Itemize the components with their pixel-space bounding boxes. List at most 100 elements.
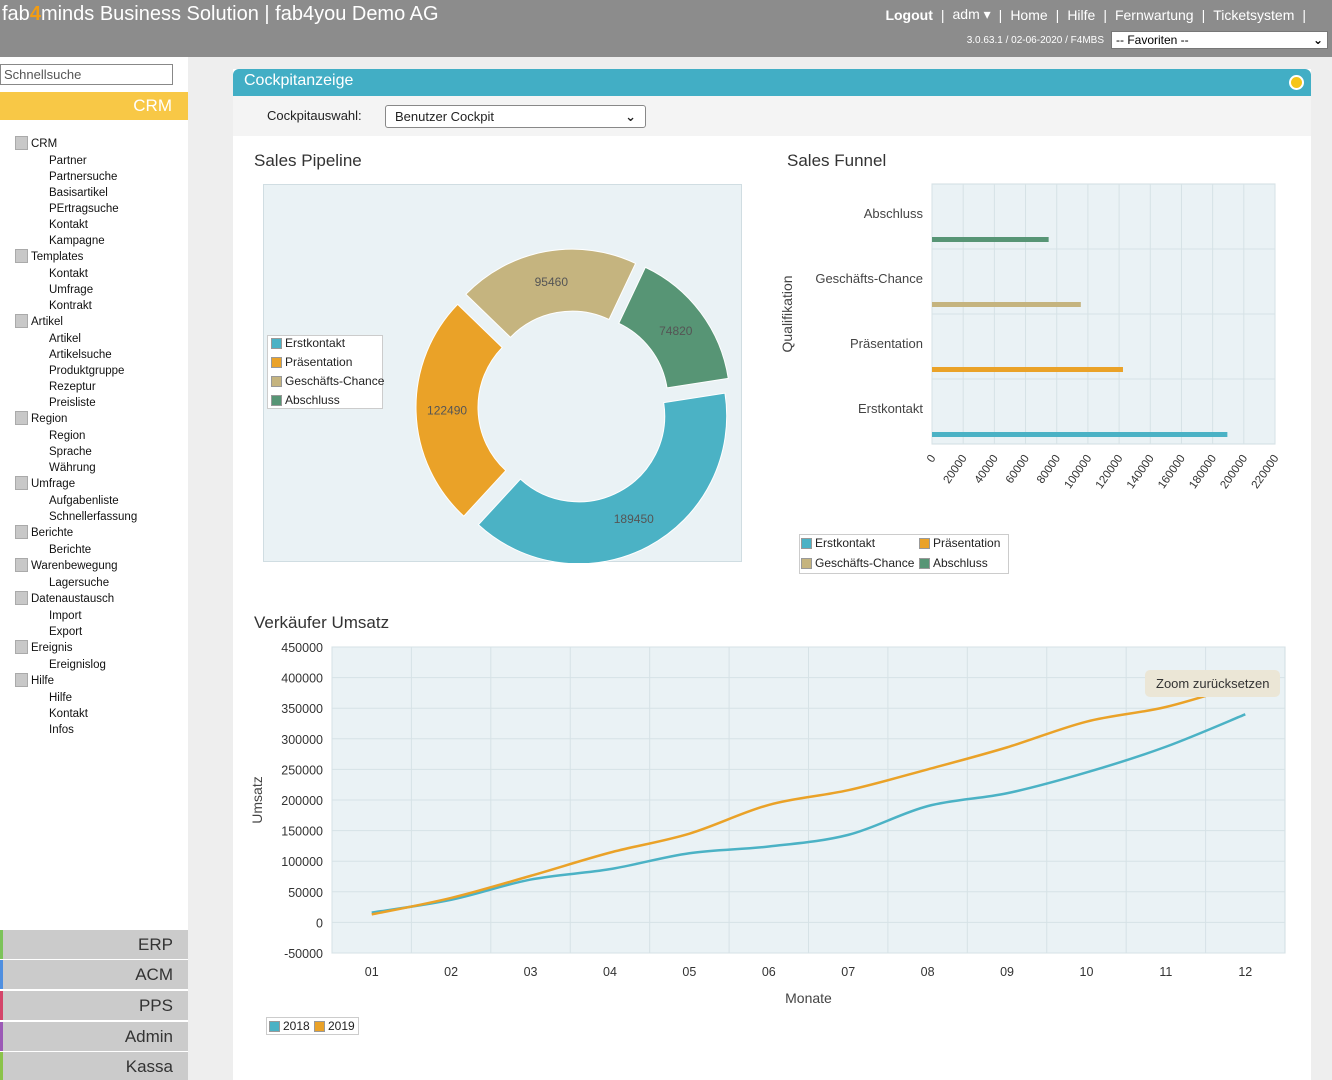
module-kassa[interactable]: Kassa xyxy=(0,1052,188,1080)
cockpit-select[interactable]: Benutzer Cockpit ⌄ xyxy=(385,105,646,128)
tree-item-kampagne[interactable]: Kampagne xyxy=(49,235,105,247)
tree-item-schnellerfassung[interactable]: Schnellerfassung xyxy=(49,511,138,523)
funnel-bar-gesch-fts-chance[interactable] xyxy=(932,302,1081,307)
sales-pipeline-chart: 189450 122490 95460 74820 xyxy=(263,184,742,563)
tree-item-kontrakt[interactable]: Kontrakt xyxy=(49,300,92,312)
funnel-bar-abschluss[interactable] xyxy=(932,237,1049,242)
user-menu[interactable]: adm ▾ xyxy=(952,6,991,22)
revenue-line-2019[interactable] xyxy=(371,682,1246,916)
revenue-y-tick: 200000 xyxy=(281,794,323,808)
legend-item-erstkontakt[interactable]: Erstkontakt xyxy=(801,536,875,550)
logout-link[interactable]: Logout xyxy=(885,6,933,23)
funnel-category-label: Erstkontakt xyxy=(858,401,923,416)
tree-item-hilfe[interactable]: Hilfe xyxy=(49,692,73,704)
legend-item-gesch-fts-chance[interactable]: Geschäfts-Chance xyxy=(801,556,914,570)
home-link[interactable]: Home xyxy=(1010,6,1048,23)
tree-item-kontakt[interactable]: Kontakt xyxy=(49,219,88,231)
module-admin[interactable]: Admin xyxy=(0,1022,188,1051)
tree-item-artikel[interactable]: Artikel xyxy=(49,333,81,345)
pie-slice-abschluss[interactable] xyxy=(618,266,729,389)
legend-item-2018[interactable]: 2018 xyxy=(269,1019,310,1033)
tree-item-aufgabenliste[interactable]: Aufgabenliste xyxy=(49,495,119,507)
module-color-stripe xyxy=(0,930,3,959)
tree-item-infos[interactable]: Infos xyxy=(49,724,74,736)
nav-separator: | xyxy=(1201,6,1206,23)
tree-group-datenaustausch[interactable]: Datenaustausch xyxy=(0,591,188,608)
legend-item-pr-sentation[interactable]: Präsentation xyxy=(919,536,1000,550)
pie-slice-gesch-fts-chance[interactable] xyxy=(465,248,637,339)
tree-group-crm[interactable]: CRM xyxy=(0,136,188,153)
document-icon xyxy=(15,136,28,150)
module-pps[interactable]: PPS xyxy=(0,991,188,1020)
tree-group-berichte[interactable]: Berichte xyxy=(0,525,188,542)
tree-item-sprache[interactable]: Sprache xyxy=(49,446,92,458)
funnel-bar-erstkontakt[interactable] xyxy=(932,432,1228,437)
tree-group-templates[interactable]: Templates xyxy=(0,249,188,266)
legend-swatch xyxy=(271,356,282,368)
revenue-y-tick: 300000 xyxy=(281,733,323,747)
legend-item-pr-sentation[interactable]: Präsentation xyxy=(271,355,352,369)
quick-search-input[interactable] xyxy=(0,64,173,85)
tree-item-preisliste[interactable]: Preisliste xyxy=(49,397,96,409)
tree-group-warenbewegung[interactable]: Warenbewegung xyxy=(0,558,188,575)
legend-label: Präsentation xyxy=(933,536,1001,550)
legend-label: 2019 xyxy=(328,1019,355,1033)
tree-item-lagersuche[interactable]: Lagersuche xyxy=(49,577,110,589)
module-crm[interactable]: CRM xyxy=(0,92,188,120)
tree-item-export[interactable]: Export xyxy=(49,626,83,638)
legend-item-erstkontakt[interactable]: Erstkontakt xyxy=(271,336,345,350)
revenue-x-tick: 01 xyxy=(365,965,379,979)
tree-group-artikel[interactable]: Artikel xyxy=(0,314,188,331)
tree-item-kontakt[interactable]: Kontakt xyxy=(49,268,88,280)
revenue-line-2018[interactable] xyxy=(371,713,1246,914)
tree-item-w-hrung[interactable]: Währung xyxy=(49,462,96,474)
tree-item-partner[interactable]: Partner xyxy=(49,155,87,167)
pie-slice-erstkontakt[interactable] xyxy=(477,392,728,563)
ticket-system-link[interactable]: Ticketsystem xyxy=(1213,6,1295,23)
remote-maintenance-link[interactable]: Fernwartung xyxy=(1114,6,1194,23)
tree-group-label: Umfrage xyxy=(31,478,76,490)
zoom-reset-button[interactable]: Zoom zurücksetzen xyxy=(1145,670,1281,697)
tree-group-ereignis[interactable]: Ereignis xyxy=(0,640,188,657)
tree-item-partnersuche[interactable]: Partnersuche xyxy=(49,171,118,183)
tree-item-pertragsuche[interactable]: PErtragsuche xyxy=(49,203,119,215)
legend-item-abschluss[interactable]: Abschluss xyxy=(919,556,988,570)
navigation-tree: CRM Partner Partnersuche Basisartikel PErtra… xyxy=(0,136,188,738)
tree-item-import[interactable]: Import xyxy=(49,610,82,622)
legend-item-abschluss[interactable]: Abschluss xyxy=(271,393,340,407)
tree-group-hilfe[interactable]: Hilfe xyxy=(0,673,188,690)
revenue-x-tick: 02 xyxy=(444,965,458,979)
sales-revenue-title: Verkäufer Umsatz xyxy=(254,613,390,632)
funnel-x-tick: 120000 xyxy=(1094,453,1126,491)
legend-swatch xyxy=(919,537,930,549)
settings-icon[interactable] xyxy=(1289,75,1304,90)
pie-slice-label: 122490 xyxy=(427,404,467,418)
legend-item-gesch-fts-chance[interactable]: Geschäfts-Chance xyxy=(271,374,384,388)
tree-item-kontakt[interactable]: Kontakt xyxy=(49,708,88,720)
revenue-y-tick: 100000 xyxy=(281,855,323,869)
funnel-bar-pr-sentation[interactable] xyxy=(932,367,1123,372)
module-acm[interactable]: ACM xyxy=(0,960,188,989)
help-link[interactable]: Hilfe xyxy=(1067,6,1096,23)
cockpit-select-value: Benutzer Cockpit xyxy=(395,109,494,124)
tree-item-berichte[interactable]: Berichte xyxy=(49,544,92,556)
tree-item-basisartikel[interactable]: Basisartikel xyxy=(49,187,108,199)
tree-item-produktgruppe[interactable]: Produktgruppe xyxy=(49,365,125,377)
nav-separator: | xyxy=(1302,6,1306,23)
legend-item-2019[interactable]: 2019 xyxy=(314,1019,355,1033)
module-erp[interactable]: ERP xyxy=(0,930,188,959)
document-icon xyxy=(15,558,28,572)
tree-group-umfrage[interactable]: Umfrage xyxy=(0,476,188,493)
tree-group-region[interactable]: Region xyxy=(0,411,188,428)
tree-item-region[interactable]: Region xyxy=(49,430,86,442)
funnel-x-tick: 180000 xyxy=(1187,453,1219,491)
tree-item-ereignislog[interactable]: Ereignislog xyxy=(49,659,106,671)
pie-slice-pr-sentation[interactable] xyxy=(415,303,507,517)
sidebar: CRM CRM Partner Partnersuche Basisartikel PE… xyxy=(0,57,188,1080)
favorites-select[interactable]: -- Favoriten -- ⌄ xyxy=(1111,31,1328,49)
revenue-x-tick: 10 xyxy=(1080,965,1094,979)
tree-item-umfrage[interactable]: Umfrage xyxy=(49,284,94,296)
document-icon xyxy=(15,640,28,654)
tree-item-rezeptur[interactable]: Rezeptur xyxy=(49,381,96,393)
tree-item-artikelsuche[interactable]: Artikelsuche xyxy=(49,349,112,361)
